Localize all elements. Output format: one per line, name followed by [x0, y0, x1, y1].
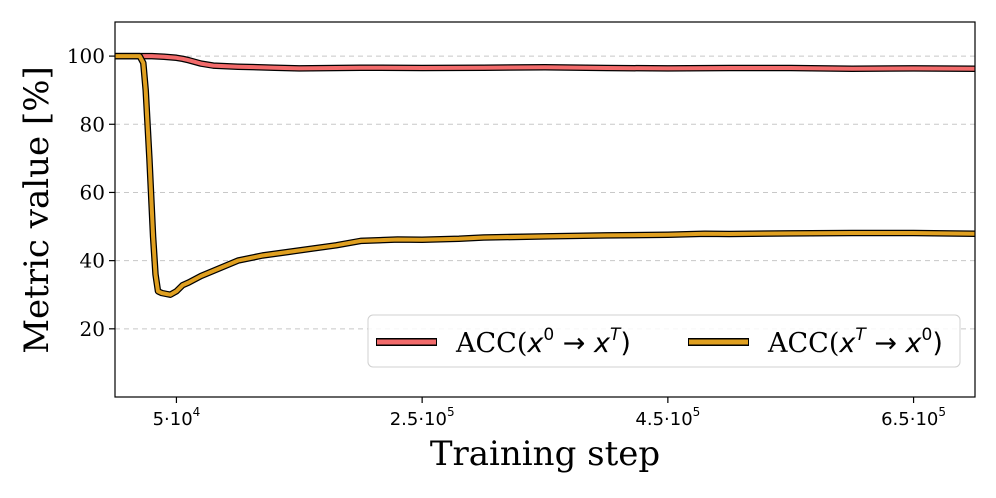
y-tick-label-40: 40: [80, 249, 105, 273]
y-tick-label-100: 100: [67, 44, 105, 68]
x-tick-label-1: 2.5·105: [390, 405, 455, 430]
x-axis-ticks: 5·104 2.5·105 4.5·105 6.5·105: [153, 397, 946, 430]
x-tick-label-2: 4.5·105: [635, 405, 700, 430]
legend-label-0: ACC(x0 → xT): [455, 325, 631, 359]
legend-box: [367, 314, 961, 368]
x-axis-label: Training step: [430, 434, 660, 474]
y-tick-label-80: 80: [80, 112, 105, 136]
x-tick-label-0: 5·104: [153, 405, 201, 430]
y-tick-label-20: 20: [80, 317, 105, 341]
legend-entry-1: ACC(xT → x0): [688, 325, 943, 359]
series-1-line: [115, 54, 976, 297]
plot-frame: [114, 21, 976, 398]
legend-label-1: ACC(xT → x0): [767, 325, 943, 359]
legend: ACC(x0 → xT) ACC(xT → x0): [367, 314, 961, 368]
grid-lines: [115, 55, 975, 330]
series-layer: [115, 52, 976, 298]
y-tick-label-60: 60: [80, 180, 105, 204]
x-tick-label-3: 6.5·105: [881, 405, 946, 430]
y-axis-ticks: 20 40 60 80 100: [67, 44, 115, 341]
series-0-line: [115, 54, 976, 71]
legend-entry-0: ACC(x0 → xT): [376, 325, 631, 359]
y-axis-label: Metric value [%]: [17, 66, 57, 354]
